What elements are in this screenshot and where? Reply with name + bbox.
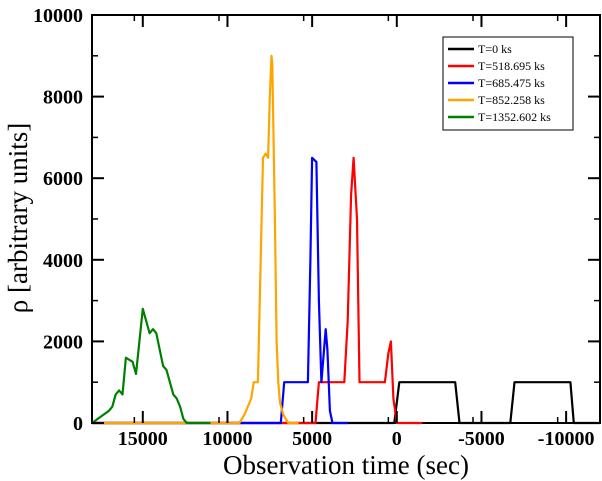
series-line-4 <box>91 307 211 425</box>
legend-label-0: T=0 ks <box>478 42 512 56</box>
legend-label-1: T=518.695 ks <box>478 59 545 73</box>
plot-area: 15000 10000 5000 0 -5000 -10000 0 2000 4000 6000 8… <box>33 5 601 450</box>
y-tick-label: 0 <box>73 413 83 435</box>
series-line-3 <box>92 54 299 425</box>
series-layer <box>91 54 600 425</box>
y-tick-label: 8000 <box>43 87 83 109</box>
series-line-2 <box>92 156 348 425</box>
y-tick-label: 10000 <box>33 5 83 27</box>
x-tick-label: -10000 <box>538 428 595 450</box>
y-tick-label: 4000 <box>43 250 83 272</box>
y-tick-label: 2000 <box>43 331 83 353</box>
x-tick-label: 15000 <box>118 428 168 450</box>
x-tick-label: 10000 <box>202 428 252 450</box>
legend-label-2: T=685.475 ks <box>478 76 545 90</box>
x-axis-title: Observation time (sec) <box>223 450 469 480</box>
x-tick-label: -5000 <box>458 428 505 450</box>
legend: T=0 ks T=518.695 ks T=685.475 ks T=852.258 … <box>442 36 574 131</box>
legend-label-3: T=852.258 ks <box>478 93 545 107</box>
series-line-0 <box>92 381 600 425</box>
y-axis-title: ρ [arbitrary units] <box>3 123 33 313</box>
legend-label-4: T=1352.602 ks <box>478 110 551 124</box>
x-tick-label: 0 <box>392 428 402 450</box>
ticks-layer: 15000 10000 5000 0 -5000 -10000 0 2000 4000 6000 8… <box>33 5 600 450</box>
y-tick-label: 6000 <box>43 168 83 190</box>
x-tick-label: 5000 <box>292 428 332 450</box>
series-line-1 <box>92 156 423 425</box>
